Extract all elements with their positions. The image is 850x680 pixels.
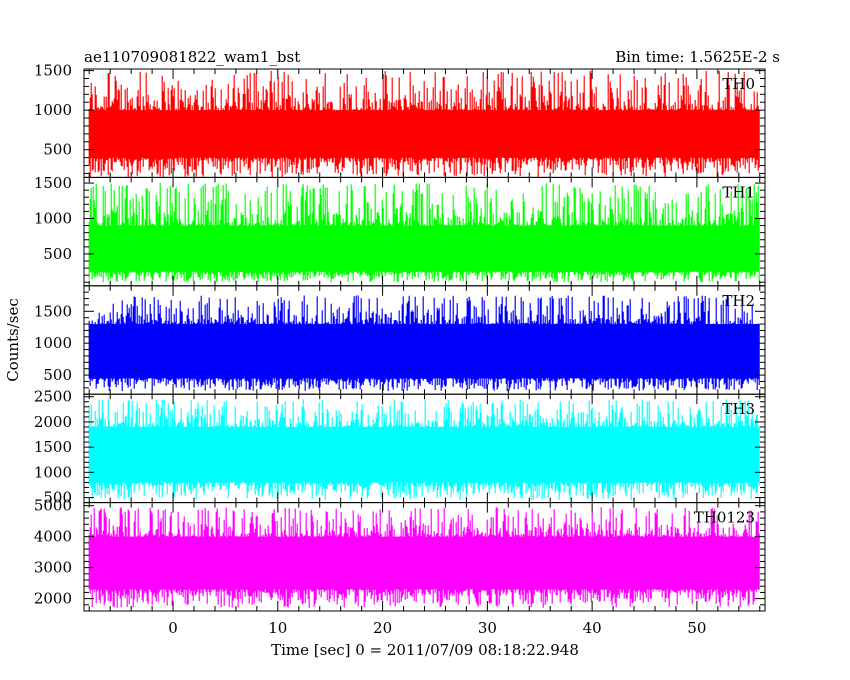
y-tick-label: 3000	[34, 559, 72, 577]
y-tick-label: 1000	[34, 209, 72, 227]
x-tick-label: 30	[478, 619, 497, 637]
y-tick-label: 1500	[34, 302, 72, 320]
series-label-th0: TH0	[722, 75, 755, 93]
panel-stack: 50010001500TH050010001500TH150010001500T…	[34, 62, 766, 637]
panel-th0: 500 1000 1500 TH0	[34, 62, 766, 178]
bin-time-label: Bin time: 1.5625E-2 s	[615, 48, 780, 66]
series-label-th1: TH1	[722, 183, 755, 201]
x-tick-label: 40	[583, 619, 602, 637]
y-tick-label: 4000	[34, 528, 72, 546]
x-tick-label: 50	[687, 619, 706, 637]
panel-th0123: 2000 3000 4000 5000 TH0123	[34, 497, 766, 612]
panel-th1: 500 1000 1500 TH1	[34, 174, 766, 287]
x-tick-label: 20	[373, 619, 392, 637]
y-tick-label: 5000	[34, 497, 72, 515]
series-label-th2: TH2	[722, 292, 755, 310]
y-tick-label: 2500	[34, 388, 72, 406]
y-tick-label: 1500	[34, 174, 72, 192]
series-line-th1	[88, 183, 760, 283]
series-line-th2	[88, 295, 760, 391]
y-tick-label: 1500	[34, 438, 72, 456]
series-line-th0	[88, 70, 760, 178]
x-tick-label: 10	[268, 619, 287, 637]
y-tick-label: 500	[43, 141, 72, 159]
y-tick-label: 1000	[34, 463, 72, 481]
series-label-th3: TH3	[722, 400, 755, 418]
series-line-th0123	[88, 507, 760, 608]
x-axis-label: Time [sec] 0 = 2011/07/09 08:18:22.948	[271, 641, 579, 659]
y-tick-label: 500	[43, 366, 72, 384]
y-tick-label: 1000	[34, 334, 72, 352]
y-tick-label: 1500	[34, 62, 72, 80]
y-tick-label: 500	[43, 245, 72, 263]
panel-th2: 500 1000 1500 TH2	[34, 285, 766, 395]
y-axis-label: Counts/sec	[4, 298, 22, 382]
series-line-th3	[88, 399, 760, 501]
series-label-th0123: TH0123	[694, 509, 755, 527]
y-tick-label: 2000	[34, 590, 72, 608]
y-tick-label: 2000	[34, 413, 72, 431]
x-tick-label: 0	[168, 619, 178, 637]
panel-th3: 500 1000 1500 2000 2500 TH3	[34, 388, 766, 507]
chart-title: ae110709081822_wam1_bst	[84, 48, 300, 66]
y-tick-label: 500	[43, 489, 72, 507]
y-tick-label: 1000	[34, 101, 72, 119]
